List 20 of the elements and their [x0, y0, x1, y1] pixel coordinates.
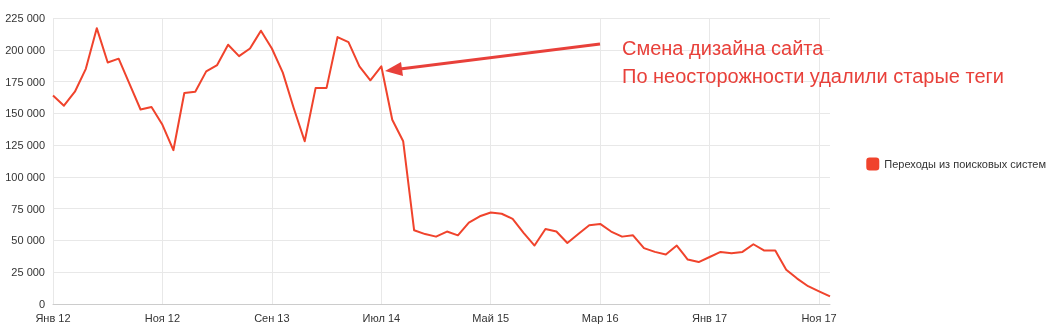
y-tick-label: 200 000 — [5, 43, 45, 56]
y-tick-label: 125 000 — [5, 139, 45, 152]
annotation: Смена дизайна сайта По неосторожности удалили старые теги — [622, 36, 1004, 89]
y-tick-label: 50 000 — [11, 234, 45, 247]
x-tick-label: Янв 17 — [692, 311, 728, 324]
legend-label: Переходы из поисковых систем — [884, 158, 1047, 170]
y-tick-label: 175 000 — [5, 75, 45, 88]
y-tick-label: 150 000 — [5, 107, 45, 120]
x-tick-label: Ноя 17 — [801, 311, 837, 324]
y-tick-label: 100 000 — [5, 170, 45, 183]
y-tick-label: 75 000 — [11, 202, 45, 215]
x-tick-label: Май 15 — [472, 311, 510, 324]
x-tick-label: Сен 13 — [254, 311, 290, 324]
y-tick-label: 225 000 — [5, 12, 45, 24]
x-tick-label: Янв 12 — [35, 311, 71, 324]
y-tick-label: 0 — [38, 298, 45, 310]
x-tick-label: Ноя 12 — [144, 311, 181, 324]
x-tick-label: Мар 16 — [581, 311, 619, 324]
y-tick-label: 25 000 — [11, 266, 45, 279]
x-tick-label: Июл 14 — [362, 311, 401, 324]
